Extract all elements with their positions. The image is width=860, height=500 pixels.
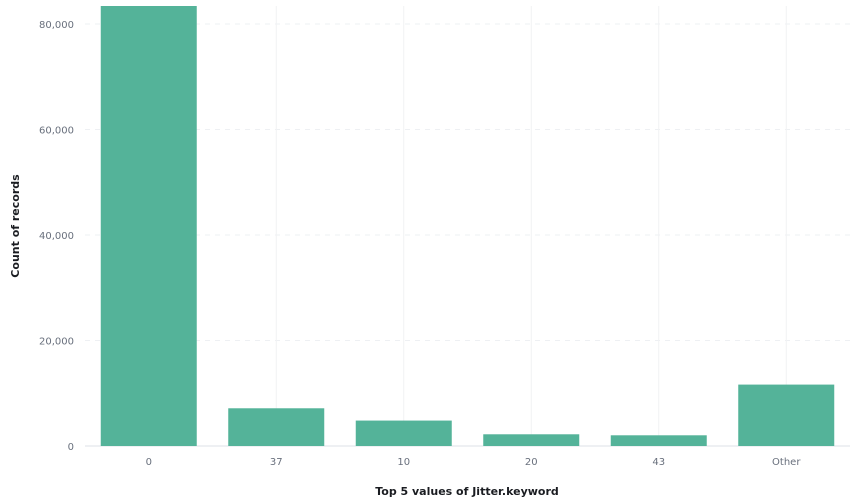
x-tick-label: Other	[772, 457, 801, 468]
bar-10[interactable]	[355, 420, 452, 446]
bar-0[interactable]	[100, 6, 197, 446]
y-tick-label: 60,000	[39, 125, 74, 136]
bar-37[interactable]	[228, 408, 325, 446]
x-tick-label: 20	[525, 457, 538, 468]
bar-20[interactable]	[483, 434, 580, 446]
x-tick-label: 10	[397, 457, 410, 468]
y-axis-label: Count of records	[9, 174, 22, 278]
bar-Other[interactable]	[738, 384, 835, 446]
y-tick-label: 80,000	[39, 20, 74, 31]
y-tick-label: 0	[68, 442, 74, 453]
y-tick-label: 20,000	[39, 336, 74, 347]
x-tick-label: 43	[652, 457, 665, 468]
y-tick-label: 40,000	[39, 231, 74, 242]
x-tick-label: 0	[146, 457, 152, 468]
bar-43[interactable]	[610, 435, 707, 446]
x-tick-label: 37	[270, 457, 283, 468]
x-axis-label: Top 5 values of Jitter.keyword	[375, 485, 559, 498]
